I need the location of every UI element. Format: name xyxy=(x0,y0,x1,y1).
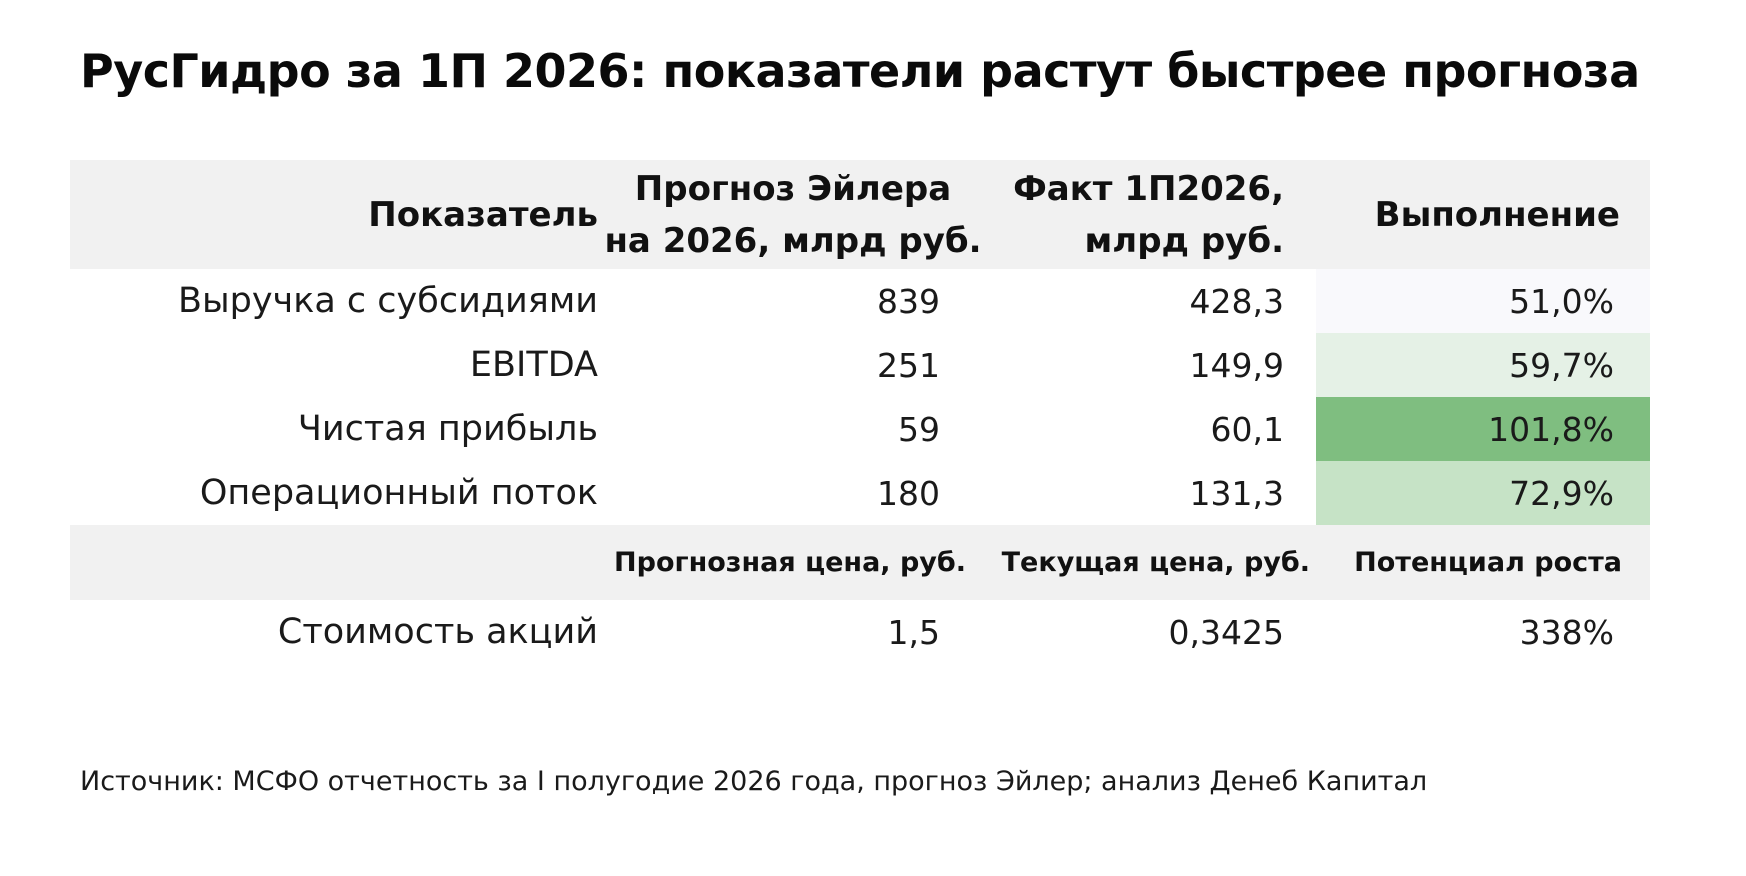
row-fact-value: 149,9 xyxy=(1189,345,1284,385)
price-row-name: Стоимость акций xyxy=(277,612,598,652)
table-row: Операционный поток 180 131,3 72,9% xyxy=(70,461,1650,525)
row-execution-value: 59,7% xyxy=(1316,333,1650,397)
current-price-value: 0,3425 xyxy=(1168,612,1284,652)
subheader-upside: Потенциал роста xyxy=(1354,547,1622,578)
row-forecast-value: 839 xyxy=(877,281,940,321)
table-row: Выручка с субсидиями 839 428,3 51,0% xyxy=(70,269,1650,333)
table-row: Чистая прибыль 59 60,1 101,8% xyxy=(70,397,1650,461)
row-indicator-name: EBITDA xyxy=(469,345,598,385)
header-forecast-line2: на 2026, млрд руб. xyxy=(604,220,982,261)
row-indicator-name: Выручка с субсидиями xyxy=(177,281,598,321)
source-note: Источник: МСФО отчетность за I полугодие… xyxy=(80,766,1428,797)
subheader-target-price: Прогнозная цена, руб. xyxy=(614,547,966,578)
indicators-table: Показатель Прогноз Эйлера на 2026, млрд … xyxy=(70,160,1650,664)
row-forecast-value: 59 xyxy=(898,409,940,449)
header-fact-line1: Факт 1П2026, xyxy=(1013,168,1284,209)
header-fact: Факт 1П2026, млрд руб. xyxy=(976,160,1316,269)
header-execution: Выполнение xyxy=(1374,194,1620,235)
row-forecast-value: 251 xyxy=(877,345,940,385)
subheader-empty xyxy=(70,525,610,600)
table-row: EBITDA 251 149,9 59,7% xyxy=(70,333,1650,397)
row-execution-value: 51,0% xyxy=(1316,269,1650,333)
target-price-value: 1,5 xyxy=(887,612,940,652)
header-indicator: Показатель xyxy=(368,194,598,235)
row-fact-value: 60,1 xyxy=(1210,409,1284,449)
subheader-current-price: Текущая цена, руб. xyxy=(1001,547,1310,578)
row-indicator-name: Чистая прибыль xyxy=(297,409,598,449)
page-title: РусГидро за 1П 2026: показатели растут б… xyxy=(80,44,1640,98)
upside-value: 338% xyxy=(1519,612,1614,652)
table-header-row: Показатель Прогноз Эйлера на 2026, млрд … xyxy=(70,160,1650,269)
price-subheader-row: Прогнозная цена, руб. Текущая цена, руб.… xyxy=(70,525,1650,600)
row-execution-value: 101,8% xyxy=(1316,397,1650,461)
row-execution-value: 72,9% xyxy=(1316,461,1650,525)
header-forecast-line1: Прогноз Эйлера xyxy=(634,168,952,209)
price-row: Стоимость акций 1,5 0,3425 338% xyxy=(70,600,1650,664)
row-fact-value: 428,3 xyxy=(1189,281,1284,321)
row-forecast-value: 180 xyxy=(877,473,940,513)
header-forecast: Прогноз Эйлера на 2026, млрд руб. xyxy=(604,160,981,269)
row-indicator-name: Операционный поток xyxy=(199,473,598,513)
row-fact-value: 131,3 xyxy=(1189,473,1284,513)
header-fact-line2: млрд руб. xyxy=(1084,220,1284,261)
